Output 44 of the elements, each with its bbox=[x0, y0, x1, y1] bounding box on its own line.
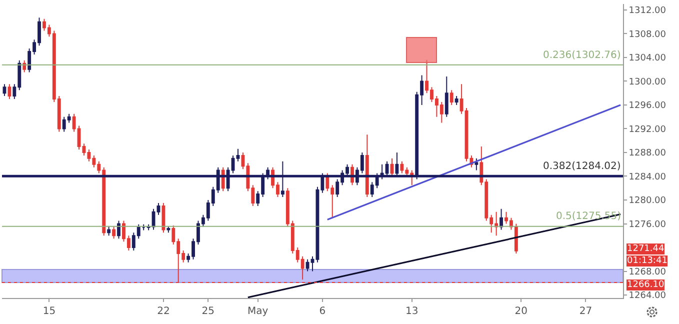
candlestick bbox=[450, 90, 454, 106]
y-tick-label: 1276.00 bbox=[628, 220, 666, 230]
candlestick bbox=[500, 208, 503, 230]
candlestick bbox=[142, 224, 146, 231]
candlestick bbox=[117, 220, 120, 240]
x-tick-label: 13 bbox=[405, 306, 418, 317]
candlestick bbox=[156, 202, 160, 216]
candlestick bbox=[8, 84, 12, 100]
x-tick-label: 20 bbox=[514, 306, 528, 317]
candlestick bbox=[365, 134, 369, 198]
y-tick-label: 1300.00 bbox=[628, 77, 666, 88]
y-tick-label: 1312.00 bbox=[628, 6, 666, 16]
y-tick-label: 1288.00 bbox=[628, 148, 666, 159]
candlestick bbox=[514, 223, 518, 254]
x-tick-label: 15 bbox=[42, 306, 56, 317]
y-tick-label: 1308.00 bbox=[628, 30, 666, 40]
text: 1271.44 bbox=[627, 244, 664, 254]
candlestick bbox=[474, 158, 478, 171]
ref-line-label: 0.236(1302.76) bbox=[543, 50, 621, 61]
candlestick bbox=[2, 84, 6, 97]
x-tick-label: 6 bbox=[319, 306, 326, 317]
y-tick-label: 1264.00 bbox=[628, 291, 666, 302]
candlestick bbox=[236, 148, 240, 162]
candlestick bbox=[454, 96, 458, 106]
candlestick bbox=[112, 226, 116, 240]
candlestick bbox=[390, 158, 394, 177]
x-tick-label: May bbox=[248, 306, 268, 317]
x-tick-label: 25 bbox=[202, 306, 215, 317]
ref-line-label: 0.382(1284.02) bbox=[543, 161, 621, 172]
candlestick bbox=[444, 76, 448, 118]
y-tick-label: 1296.00 bbox=[628, 101, 666, 112]
candlestick bbox=[146, 224, 150, 231]
x-tick-label: 27 bbox=[579, 306, 592, 317]
candlestick bbox=[107, 226, 111, 236]
candlestick bbox=[162, 202, 166, 234]
candlestick bbox=[166, 226, 170, 234]
y-tick-label: 1292.00 bbox=[628, 124, 666, 135]
y-tick-label: 1268.00 bbox=[628, 267, 666, 278]
text: 01:13:41 bbox=[627, 256, 668, 266]
x-tick-label: 22 bbox=[157, 306, 170, 317]
y-tick-label: 1280.00 bbox=[628, 196, 666, 206]
y-tick-label: 1304.00 bbox=[628, 54, 666, 64]
ref-line-label: 1266.10 bbox=[627, 280, 664, 290]
y-tick-label: 1284.00 bbox=[628, 172, 666, 182]
